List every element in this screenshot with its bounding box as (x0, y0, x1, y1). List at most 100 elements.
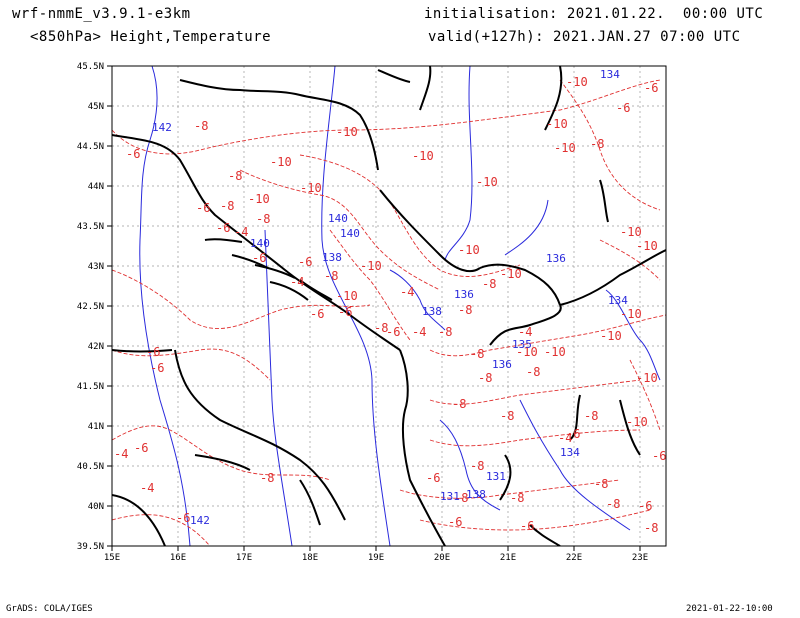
temp-label: -10 (248, 192, 270, 206)
lon-label: 17E (236, 553, 252, 563)
temp-label: -6 (638, 499, 652, 513)
footer-credit: GrADS: COLA/IGES (6, 604, 93, 614)
temp-label: -10 (600, 329, 622, 343)
temp-label: -6 (386, 325, 400, 339)
lat-labels: 39.5N 40N 40.5N 41N 41.5N 42N 42.5N 43N … (77, 62, 104, 552)
temp-label: -6 (134, 441, 148, 455)
height-label: 134 (600, 68, 620, 81)
temp-label: -8 (194, 119, 208, 133)
temp-label: -10 (500, 267, 522, 281)
temp-label: -6 (146, 345, 160, 359)
lon-label: 19E (368, 553, 384, 563)
lat-label: 40N (88, 502, 104, 512)
temp-label: -4 (400, 285, 414, 299)
temp-label: -6 (196, 201, 210, 215)
init-time: initialisation: 2021.01.22. 00:00 UTC (424, 6, 764, 22)
temp-label: -6 (310, 307, 324, 321)
temp-label: -8 (478, 371, 492, 385)
height-label: 131 (486, 470, 506, 483)
temp-label: -4 (140, 481, 154, 495)
temp-label: -6 (644, 81, 658, 95)
temp-label: -10 (620, 225, 642, 239)
temp-label: -8 (590, 137, 604, 151)
temp-label: -10 (544, 345, 566, 359)
temp-label: -6 (426, 471, 440, 485)
temp-label: -8 (452, 397, 466, 411)
height-label: 138 (466, 488, 486, 501)
lat-label: 42N (88, 342, 104, 352)
lon-label: 16E (170, 553, 186, 563)
height-label: 142 (152, 121, 172, 134)
temp-label: -6 (520, 519, 534, 533)
lat-label: 41N (88, 422, 104, 432)
temperature-contours (112, 79, 666, 546)
temp-label: -6 (126, 147, 140, 161)
temp-label: -6 (616, 101, 630, 115)
lat-lon-grid (112, 66, 666, 546)
temp-label: -10 (336, 125, 358, 139)
temp-label: -8 (454, 491, 468, 505)
temp-label: -10 (270, 155, 292, 169)
lon-label: 18E (302, 553, 318, 563)
temp-label: -8 (644, 521, 658, 535)
lat-label: 42.5N (77, 302, 104, 312)
temp-label: -8 (482, 277, 496, 291)
lon-label: 23E (632, 553, 648, 563)
height-label: 131 (440, 490, 460, 503)
temp-label: -8 (458, 303, 472, 317)
lon-labels: 15E 16E 17E 18E 19E 20E 21E 22E 23E (104, 553, 648, 563)
lat-label: 43N (88, 262, 104, 272)
temp-label: -6 (338, 305, 352, 319)
temp-label: -4 (558, 431, 572, 445)
temp-label: -8 (500, 409, 514, 423)
temp-label: -6 (652, 449, 666, 463)
height-contours (139, 66, 661, 546)
temp-label: -10 (566, 75, 588, 89)
temp-label: -6 (216, 221, 230, 235)
height-label: 136 (492, 358, 512, 371)
temp-label: -8 (228, 169, 242, 183)
height-label: 140 (328, 212, 348, 225)
height-label: 136 (546, 252, 566, 265)
temp-label: -8 (606, 497, 620, 511)
lat-label: 44.5N (77, 142, 104, 152)
height-label: 136 (454, 288, 474, 301)
temp-label: -8 (324, 269, 338, 283)
temp-label: -8 (594, 477, 608, 491)
lat-label: 41.5N (77, 382, 104, 392)
temp-label: -8 (438, 325, 452, 339)
temp-label: -8 (256, 212, 270, 226)
temp-label: -10 (336, 289, 358, 303)
temp-label: -10 (546, 117, 568, 131)
temp-label: -10 (458, 243, 480, 257)
temp-label: -4 (114, 447, 128, 461)
temp-label: -10 (412, 149, 434, 163)
height-labels: 142 140 140 140 138 138 138 136 136 136 … (152, 68, 628, 527)
temp-label: -10 (360, 259, 382, 273)
temp-label: -8 (260, 471, 274, 485)
lon-label: 21E (500, 553, 516, 563)
temp-label: -10 (620, 307, 642, 321)
temp-label: -6 (176, 511, 190, 525)
temp-label: -8 (470, 347, 484, 361)
valid-time: valid(+127h): 2021.JAN.27 07:00 UTC (428, 29, 741, 45)
temp-label: -4 (412, 325, 426, 339)
height-label: 134 (608, 294, 628, 307)
height-label: 135 (512, 338, 532, 351)
temp-label: -10 (516, 345, 538, 359)
height-label: 134 (560, 446, 580, 459)
temperature-labels: -6 -8 -10 -8 -10 -10 -10 -10 -6 -8 -10 -… (114, 75, 666, 535)
height-label: 138 (422, 305, 442, 318)
temp-label: -6 (566, 427, 580, 441)
temp-label: -10 (554, 141, 576, 155)
temp-label: -10 (636, 239, 658, 253)
height-label: 140 (340, 227, 360, 240)
temp-label: -8 (510, 491, 524, 505)
lon-label: 20E (434, 553, 450, 563)
temp-label: -8 (584, 409, 598, 423)
temp-label: -10 (476, 175, 498, 189)
temp-label: -8 (220, 199, 234, 213)
lat-label: 40.5N (77, 462, 104, 472)
height-label: 142 (190, 514, 210, 527)
